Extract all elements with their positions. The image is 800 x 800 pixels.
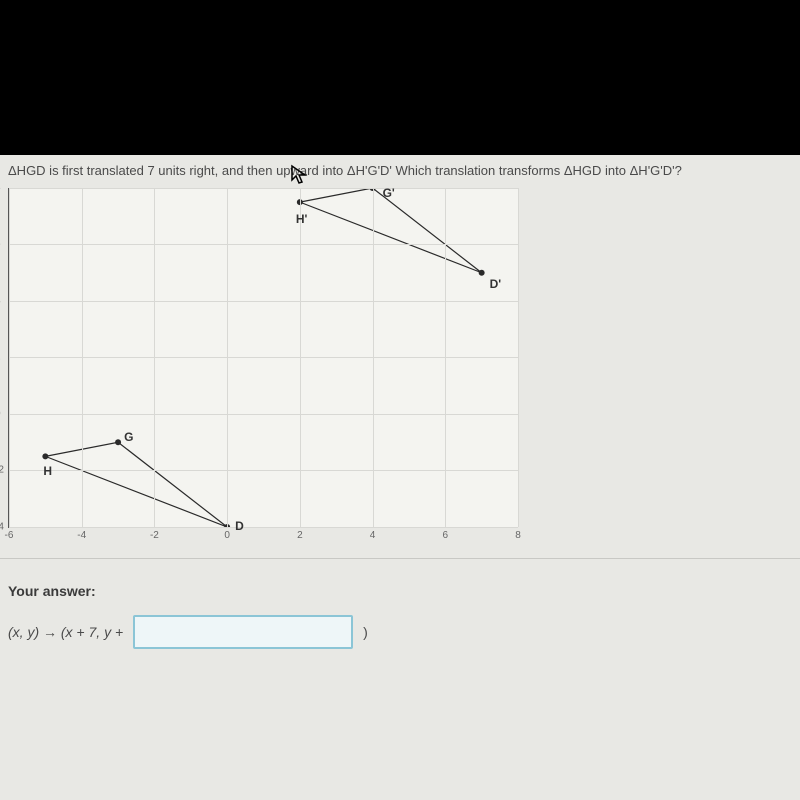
coordinate-grid-chart: -6-4-202468-4-202468HGDH'G'D' [8,188,518,528]
answer-suffix: ) [363,624,368,640]
vertex-label: D [235,519,244,533]
vertex-label: G [124,430,133,444]
x-axis-tick-label: -6 [5,530,14,541]
x-axis-tick-label: 2 [297,530,303,541]
y-axis-tick-label: 4 [0,295,1,306]
y-axis-tick-label: 8 [0,182,1,193]
y-axis-tick-label: -4 [0,521,4,532]
y-axis-tick-label: 2 [0,352,1,363]
vertex-point [115,439,121,445]
vertex-label: H [43,464,52,478]
answer-label: Your answer: [8,583,792,599]
answer-row: (x, y) → (x + 7, y + ) [8,615,792,649]
grid-line-horizontal [9,470,518,471]
worksheet-page: ΔHGD is first translated 7 units right, … [0,155,800,800]
x-axis-tick-label: -2 [150,530,159,541]
grid-line-horizontal [9,357,518,358]
grid-line-horizontal [9,244,518,245]
answer-prefix: (x, y) → (x + 7, y + [8,624,123,640]
y-axis-tick-label: 0 [0,408,1,419]
y-axis-tick-label: 6 [0,239,1,250]
triangle-shape [300,188,482,273]
x-axis-tick-label: -4 [77,530,86,541]
x-axis-tick-label: 8 [515,530,521,541]
vertex-label: H' [296,212,308,226]
vertex-point [479,270,485,276]
vertex-point [42,453,48,459]
grid-line-horizontal [9,414,518,415]
y-axis-tick-label: -2 [0,465,4,476]
answer-input[interactable] [133,615,353,649]
grid-line-horizontal [9,527,518,528]
x-axis-tick-label: 4 [370,530,376,541]
answer-section: Your answer: (x, y) → (x + 7, y + ) [0,559,800,673]
question-text: ΔHGD is first translated 7 units right, … [0,155,800,184]
x-axis-tick-label: 0 [224,530,230,541]
vertex-label: D' [490,277,502,291]
grid-line-horizontal [9,301,518,302]
grid-line-vertical [518,188,519,527]
triangle-shape [45,442,227,527]
x-axis-tick-label: 6 [443,530,449,541]
grid-line-horizontal [9,188,518,189]
vertex-label: G' [383,186,395,200]
